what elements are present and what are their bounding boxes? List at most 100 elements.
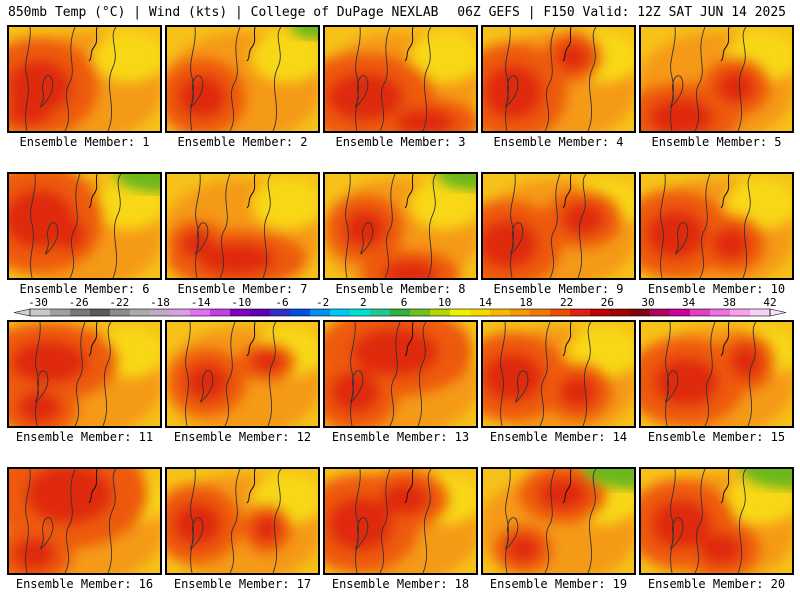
coastline [404,27,414,62]
colorbar-tick-label: 26 [601,296,614,309]
cool-area [583,469,634,489]
ensemble-member-panel: Ensemble Member: 1 [7,25,162,149]
height-contour [699,174,711,278]
colorbar-segment [410,309,431,316]
temperature-field [9,174,160,278]
temperature-colorbar: -30 -26 -22 -18 -14 -10 -6 -2 2 6 10 14 18 22 26 30 34 38… [13,296,787,317]
height-contour [350,370,364,403]
coastline [404,174,414,209]
temperature-field [167,469,318,573]
colorbar-segment [630,309,651,316]
temperature-field [483,174,634,278]
coastline [720,322,730,357]
temperature-map [323,172,478,280]
colorbar-segment [90,309,111,316]
height-contour [64,469,76,573]
ensemble-member-panel: Ensemble Member: 7 [165,172,320,296]
colorbar-tick-label: 34 [682,296,696,309]
height-contour [747,322,757,426]
coastline [562,469,572,504]
coastline [404,322,414,357]
colorbar-tick-label: 18 [519,296,532,309]
member-label: Ensemble Member: 6 [19,282,150,296]
height-contour [30,174,36,278]
temperature-area [343,209,387,249]
colorbar-segment [270,309,291,316]
temperature-area [180,230,214,258]
temperature-field [325,174,476,278]
temperature-area [645,209,707,259]
ensemble-member-panel: Ensemble Member: 20 [639,467,794,591]
temperature-map [7,25,162,133]
height-contour [107,27,117,131]
member-label: Ensemble Member: 15 [647,430,786,444]
temperature-area [699,532,743,566]
ensemble-member-panel: Ensemble Member: 11 [7,320,162,444]
member-label: Ensemble Member: 11 [15,430,154,444]
colorbar-segment [210,309,231,316]
coastline [88,174,98,209]
colorbar-segment [330,309,351,316]
height-contour [74,322,86,426]
colorbar-tick-label: -10 [231,296,251,309]
temperature-area [483,64,544,120]
cool-area [741,469,792,489]
height-contour [185,322,191,426]
height-contour [229,27,241,131]
colorbar-segment [70,309,91,316]
height-contour [272,27,282,131]
height-contour [40,517,54,550]
height-contour [35,322,41,426]
height-contour [510,174,516,278]
temperature-area [653,357,719,407]
colorbar-tick-label: 10 [438,296,451,309]
temperature-map [165,172,320,280]
member-label: Ensemble Member: 17 [173,577,312,591]
height-contour [665,322,671,426]
member-label: Ensemble Member: 5 [651,135,782,149]
temperature-field [9,322,160,426]
height-contour [190,517,204,550]
cool-area [115,174,160,192]
colorbar-segment [390,309,411,316]
colorbar-segment [650,309,671,316]
member-label: Ensemble Member: 18 [331,577,470,591]
height-contour [427,174,437,278]
temperature-area [729,345,763,379]
height-contour [69,174,81,278]
height-contour [25,469,31,573]
ensemble-member-panel: Ensemble Member: 3 [323,25,478,149]
ensemble-member-panel: Ensemble Member: 4 [481,25,636,149]
temperature-map [639,467,794,575]
ensemble-member-panel: Ensemble Member: 13 [323,320,478,444]
colorbar-segment [290,309,311,316]
temperature-map [7,320,162,428]
temperature-field [167,174,318,278]
temperature-field [641,469,792,573]
height-contour [384,174,396,278]
temperature-map [481,172,636,280]
temperature-area [198,242,276,276]
temperature-area [326,72,404,122]
temperature-area [506,535,540,563]
colorbar-segment [470,309,491,316]
height-contour [219,174,231,278]
height-contour [670,469,676,573]
temperature-area [52,217,86,251]
colorbar-segment [570,309,591,316]
colorbar-segment [130,309,151,316]
height-contour [670,27,676,131]
colorbar-tick-label: 42 [763,296,776,309]
cool-area [437,174,476,190]
colorbar-segment [50,309,71,316]
height-contour [539,322,551,426]
colorbar-tick-label: -18 [150,296,170,309]
temperature-area [185,362,229,402]
height-contour [272,469,282,573]
temperature-area [17,390,61,424]
member-label: Ensemble Member: 14 [489,430,628,444]
height-contour [195,174,201,278]
temperature-area [327,496,393,552]
temperature-area [252,179,318,229]
height-contour [505,517,519,550]
